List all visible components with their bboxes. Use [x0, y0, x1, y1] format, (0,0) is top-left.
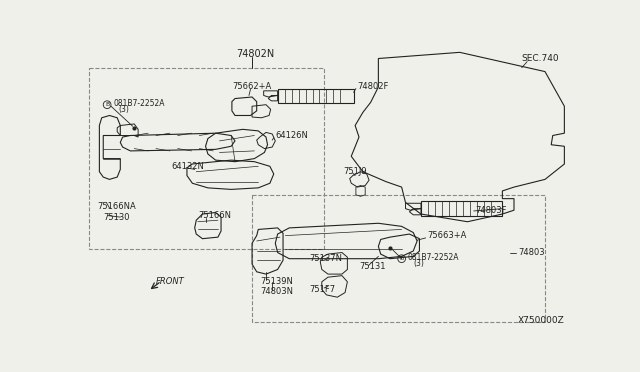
Text: 74802N: 74802N — [237, 49, 275, 59]
Text: 75137N: 75137N — [309, 254, 342, 263]
Text: 75662+A: 75662+A — [232, 82, 271, 91]
Text: 081B7-2252A: 081B7-2252A — [113, 99, 165, 108]
Text: 75139N: 75139N — [260, 277, 292, 286]
Text: 751F7: 751F7 — [309, 285, 335, 294]
Text: 74803F: 74803F — [476, 206, 507, 215]
Text: B: B — [399, 256, 404, 261]
Text: 75131: 75131 — [359, 262, 385, 271]
Bar — [252, 195, 545, 322]
Text: 75166NA: 75166NA — [97, 202, 136, 211]
Text: SEC.740: SEC.740 — [522, 54, 559, 63]
Text: 64126N: 64126N — [275, 131, 308, 140]
Text: 75663+A: 75663+A — [428, 231, 467, 240]
Text: (3): (3) — [119, 105, 130, 114]
Text: 74803N: 74803N — [260, 286, 293, 295]
Text: 751J9: 751J9 — [344, 167, 367, 176]
Text: 74803: 74803 — [518, 248, 545, 257]
Text: 75130: 75130 — [103, 213, 130, 222]
Text: 64132N: 64132N — [172, 162, 204, 171]
Text: FRONT: FRONT — [156, 277, 185, 286]
Text: B: B — [105, 102, 109, 107]
Text: (3): (3) — [413, 259, 424, 268]
Text: X750000Z: X750000Z — [518, 316, 564, 325]
Text: 75166N: 75166N — [198, 211, 232, 220]
Text: 74802F: 74802F — [358, 83, 389, 92]
Text: 081B7-2252A: 081B7-2252A — [408, 253, 460, 262]
Bar — [90, 68, 324, 249]
